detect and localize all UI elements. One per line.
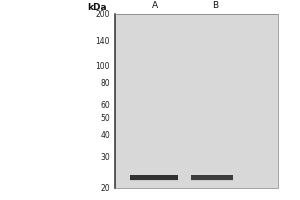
Text: B: B <box>212 1 218 10</box>
Bar <box>130 180 178 181</box>
Bar <box>191 175 233 180</box>
Bar <box>115 14 278 188</box>
Text: 80: 80 <box>100 79 110 88</box>
Text: 100: 100 <box>95 62 110 71</box>
Text: kDa: kDa <box>87 3 107 12</box>
Text: 60: 60 <box>100 101 110 110</box>
Text: 40: 40 <box>100 131 110 140</box>
Bar <box>191 180 233 181</box>
Text: 140: 140 <box>95 37 110 46</box>
Bar <box>130 175 178 180</box>
Text: 20: 20 <box>100 184 110 193</box>
Text: 30: 30 <box>100 153 110 162</box>
Text: 50: 50 <box>100 114 110 123</box>
Text: 200: 200 <box>95 10 110 19</box>
Text: A: A <box>152 1 158 10</box>
